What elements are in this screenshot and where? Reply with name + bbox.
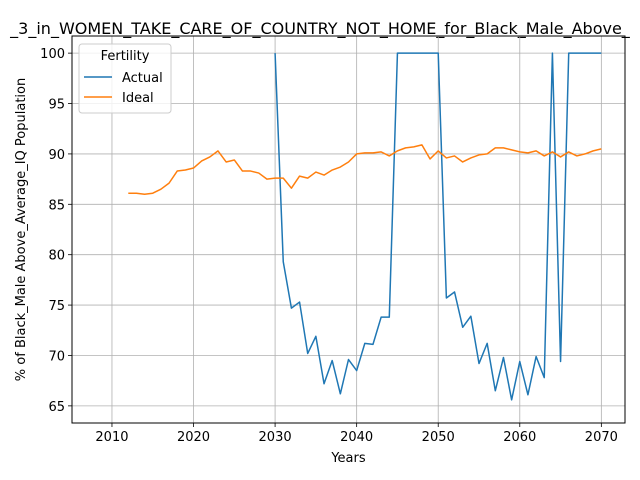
- y-tick-label: 80: [48, 249, 65, 264]
- y-axis-label: % of Black_Male Above_Average_IQ Populat…: [14, 78, 29, 381]
- series-line-ideal: [128, 144, 602, 195]
- x-tick-label: 2020: [177, 430, 210, 445]
- legend-label-ideal: Ideal: [122, 91, 154, 106]
- x-axis: 2010 2020 2030 2040 2050 2060 2070: [95, 423, 618, 445]
- legend: Fertility Actual Ideal: [78, 43, 172, 114]
- y-axis: 65 70 75 80 85 90 95 100: [40, 47, 72, 415]
- chart-title: _3_in_WOMEN_TAKE_CARE_OF_COUNTRY_NOT_HOM…: [9, 19, 631, 39]
- series-line-actual: [274, 52, 602, 401]
- y-tick-label: 85: [48, 198, 65, 213]
- x-tick-label: 2030: [259, 430, 292, 445]
- y-tick-label: 100: [40, 47, 65, 62]
- y-tick-label: 75: [48, 299, 65, 314]
- legend-label-actual: Actual: [122, 71, 163, 86]
- x-tick-label: 2070: [585, 430, 618, 445]
- y-tick-label: 65: [48, 400, 65, 415]
- x-tick-label: 2050: [422, 430, 455, 445]
- x-tick-label: 2060: [503, 430, 536, 445]
- y-tick-label: 95: [48, 98, 65, 113]
- legend-title: Fertility: [101, 49, 150, 64]
- plot-frame: [71, 35, 626, 424]
- grid: [72, 36, 625, 423]
- y-tick-label: 90: [48, 148, 65, 163]
- x-tick-label: 2010: [95, 430, 128, 445]
- legend-box: [78, 43, 172, 114]
- y-tick-label: 70: [48, 349, 65, 364]
- x-tick-label: 2040: [340, 430, 373, 445]
- x-axis-label: Years: [330, 451, 366, 466]
- series-layer: [128, 52, 602, 401]
